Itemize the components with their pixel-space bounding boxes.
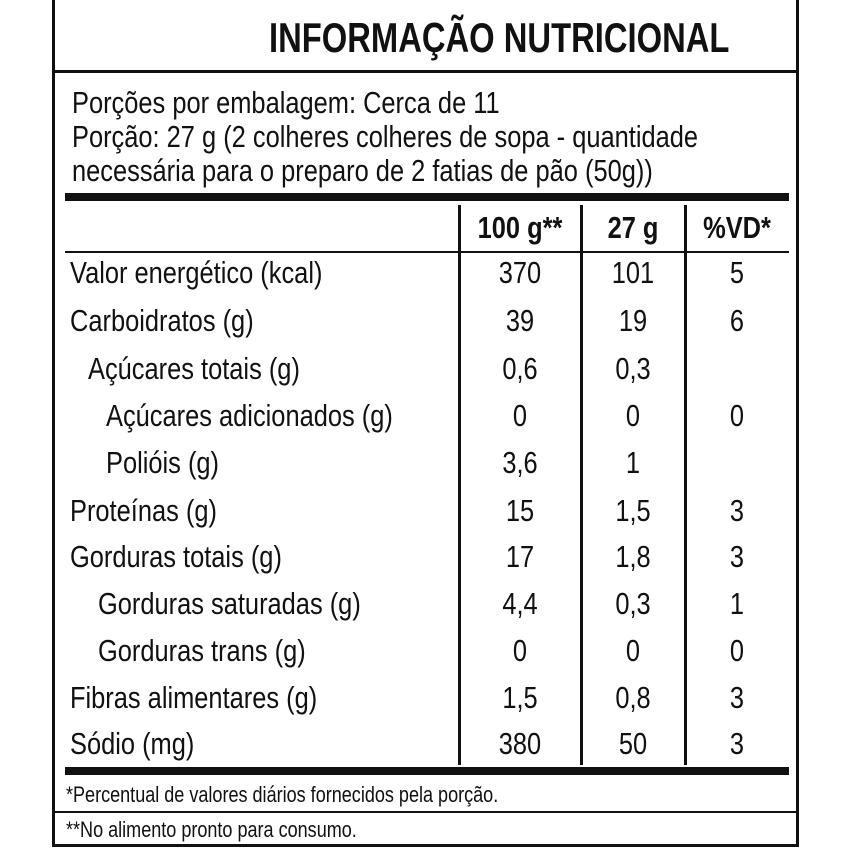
nutrient-value: 0,6: [502, 350, 538, 386]
nutrient-value: 0: [729, 632, 745, 668]
header-rule: [65, 251, 789, 253]
nutrient-name: Polióis (g): [106, 444, 220, 480]
footnote: **No alimento pronto para consumo.: [66, 817, 357, 842]
column-header: %VD*: [703, 209, 771, 245]
nutrient-value: 3: [729, 725, 745, 761]
column-rule: [684, 205, 687, 765]
nutrient-value: 0: [512, 632, 528, 668]
nutrient-value: 6: [729, 302, 745, 338]
column-header: 100 g**: [477, 209, 563, 245]
title: INFORMAÇÃO NUTRICIONAL: [269, 14, 730, 61]
nutrient-value: 39: [505, 302, 535, 338]
label-border: [52, 0, 799, 847]
column-header: 27 g: [607, 209, 659, 245]
column-rule: [580, 205, 583, 765]
nutrient-name: Valor energético (kcal): [70, 254, 323, 290]
nutrient-value: 1,5: [615, 492, 651, 528]
nutrient-value: 1,5: [502, 679, 538, 715]
nutrient-value: 5: [729, 254, 745, 290]
nutrient-value: 3: [729, 538, 745, 574]
serving-text: Porção: 27 g (2 colheres colheres de sop…: [72, 118, 699, 154]
nutrient-value: 1: [729, 585, 745, 621]
nutrient-name: Sódio (mg): [70, 725, 195, 761]
nutrient-value: 3,6: [502, 444, 538, 480]
nutrient-value: 0: [625, 397, 641, 433]
serving-text: Porções por embalagem: Cerca de 11: [72, 84, 500, 120]
nutrient-name: Proteínas (g): [70, 492, 217, 528]
nutrient-value: 1,8: [615, 538, 651, 574]
footnote-rule: [52, 811, 796, 813]
nutrient-name: Carboidratos (g): [70, 302, 254, 338]
nutrient-value: 370: [498, 254, 542, 290]
nutrient-value: 1: [625, 444, 641, 480]
nutrient-value: 4,4: [502, 585, 538, 621]
nutrient-value: 0: [625, 632, 641, 668]
nutrient-value: 0,3: [615, 350, 651, 386]
nutrient-value: 50: [618, 725, 648, 761]
nutrient-name: Gorduras saturadas (g): [98, 585, 361, 621]
nutrient-value: 3: [729, 492, 745, 528]
nutrient-value: 19: [618, 302, 648, 338]
footnote: *Percentual de valores diários fornecido…: [66, 782, 499, 807]
nutrient-value: 0,3: [615, 585, 651, 621]
nutrient-value: 0,8: [615, 679, 651, 715]
thick-rule: [65, 767, 789, 775]
serving-text: necessária para o preparo de 2 fatias de…: [72, 152, 653, 188]
nutrient-name: Gorduras trans (g): [98, 632, 306, 668]
thick-rule: [65, 193, 789, 201]
nutrient-name: Gorduras totais (g): [70, 538, 282, 574]
nutrient-value: 101: [611, 254, 655, 290]
column-rule: [458, 205, 461, 765]
nutrient-name: Fibras alimentares (g): [70, 679, 318, 715]
nutrient-value: 15: [505, 492, 535, 528]
nutrient-value: 0: [729, 397, 745, 433]
nutrient-value: 17: [505, 538, 535, 574]
nutrient-name: Açúcares totais (g): [88, 350, 300, 386]
title-rule: [52, 70, 796, 73]
nutrient-value: 380: [498, 725, 542, 761]
nutrient-value: 0: [512, 397, 528, 433]
nutrient-name: Açúcares adicionados (g): [106, 397, 393, 433]
nutrient-value: 3: [729, 679, 745, 715]
